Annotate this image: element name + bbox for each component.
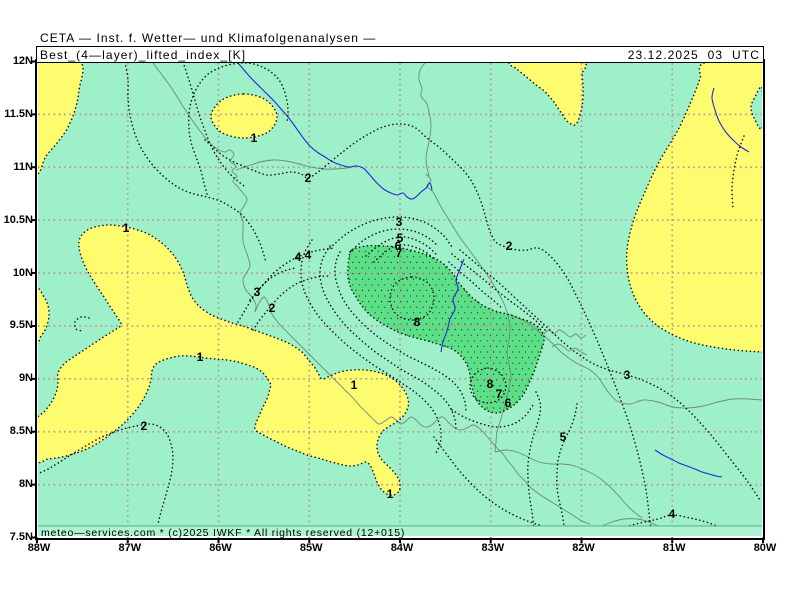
svg-text:6: 6 (395, 239, 402, 253)
svg-text:1: 1 (387, 487, 394, 501)
svg-text:4: 4 (305, 248, 312, 262)
svg-text:1: 1 (251, 131, 258, 145)
svg-text:5: 5 (397, 231, 404, 245)
svg-text:4: 4 (295, 250, 302, 264)
svg-text:1: 1 (197, 350, 204, 364)
svg-text:8: 8 (487, 377, 494, 391)
svg-text:8: 8 (414, 315, 421, 329)
svg-text:1: 1 (351, 378, 358, 392)
svg-text:3: 3 (396, 215, 403, 229)
svg-text:2: 2 (269, 301, 276, 315)
svg-text:4: 4 (669, 507, 676, 521)
svg-text:1: 1 (123, 221, 130, 235)
svg-text:7: 7 (396, 246, 403, 260)
svg-text:5: 5 (560, 430, 567, 444)
svg-text:2: 2 (305, 171, 312, 185)
svg-text:7: 7 (496, 387, 503, 401)
svg-text:2: 2 (506, 239, 513, 253)
svg-text:3: 3 (624, 368, 631, 382)
svg-text:2: 2 (141, 419, 148, 433)
svg-text:3: 3 (254, 285, 261, 299)
svg-text:6: 6 (505, 396, 512, 410)
